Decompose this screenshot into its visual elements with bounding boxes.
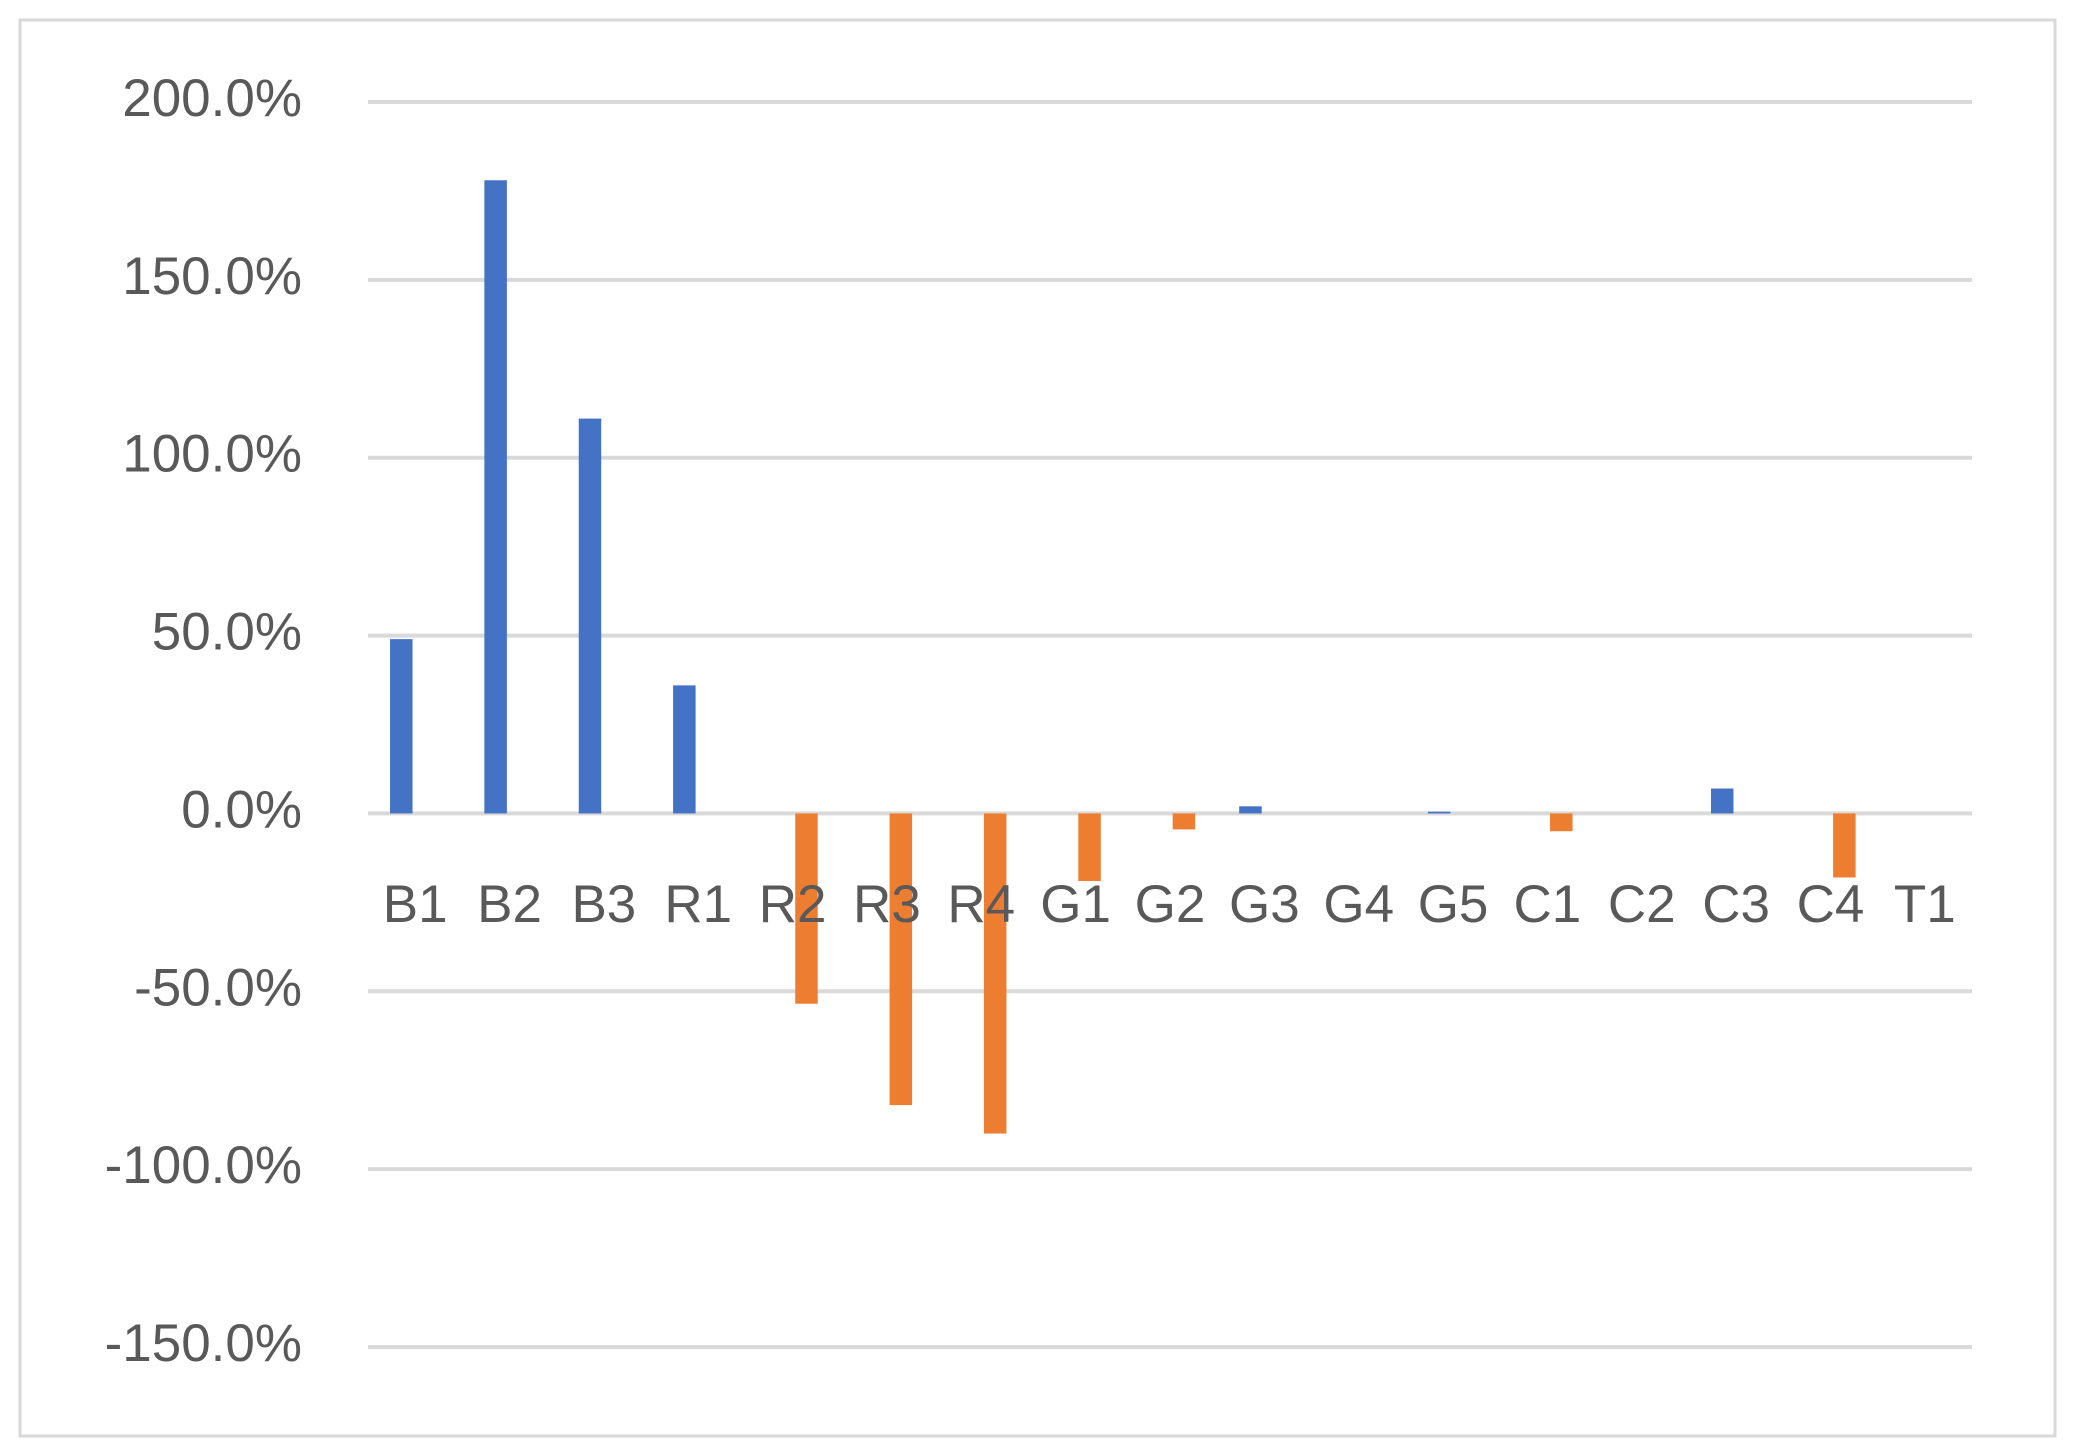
y-tick-label: 100.0% (122, 425, 302, 484)
chart-border (18, 18, 2057, 1438)
x-tick-label: G3 (1229, 875, 1300, 934)
bar (1078, 813, 1101, 882)
bar (484, 180, 507, 814)
x-tick-label: C4 (1797, 875, 1865, 934)
bar (1239, 806, 1262, 814)
bar (1833, 813, 1856, 878)
bar (1710, 788, 1734, 814)
x-tick-label: G4 (1323, 875, 1394, 934)
y-tick-label: 200.0% (122, 69, 302, 128)
x-tick-label: C1 (1514, 875, 1582, 934)
y-tick-label: -50.0% (134, 958, 302, 1017)
x-tick-label: G2 (1135, 875, 1206, 934)
x-tick-label: B1 (383, 875, 448, 934)
x-tick-label: R4 (947, 875, 1015, 934)
x-tick-label: B3 (571, 875, 636, 934)
y-tick-label: 0.0% (181, 780, 302, 839)
bar (390, 639, 413, 814)
x-tick-label: C2 (1608, 875, 1676, 934)
bar (1172, 813, 1196, 830)
bar (795, 813, 818, 1004)
bar (673, 685, 696, 814)
x-tick-label: C3 (1702, 875, 1770, 934)
y-tick-label: -100.0% (105, 1136, 302, 1195)
y-tick-label: 150.0% (122, 247, 302, 306)
bar (1427, 811, 1451, 814)
x-tick-label: G1 (1040, 875, 1111, 934)
y-tick-label: -150.0% (105, 1314, 302, 1373)
x-tick-label: G5 (1418, 875, 1489, 934)
x-tick-label: T1 (1894, 875, 1956, 934)
x-tick-label: R1 (664, 875, 732, 934)
x-tick-label: R3 (853, 875, 921, 934)
bar (889, 813, 913, 1106)
bar (578, 418, 602, 814)
x-tick-label: R2 (759, 875, 827, 934)
bar (1550, 813, 1573, 832)
y-tick-label: 50.0% (152, 603, 302, 662)
x-tick-label: B2 (477, 875, 542, 934)
bar (983, 813, 1007, 1134)
